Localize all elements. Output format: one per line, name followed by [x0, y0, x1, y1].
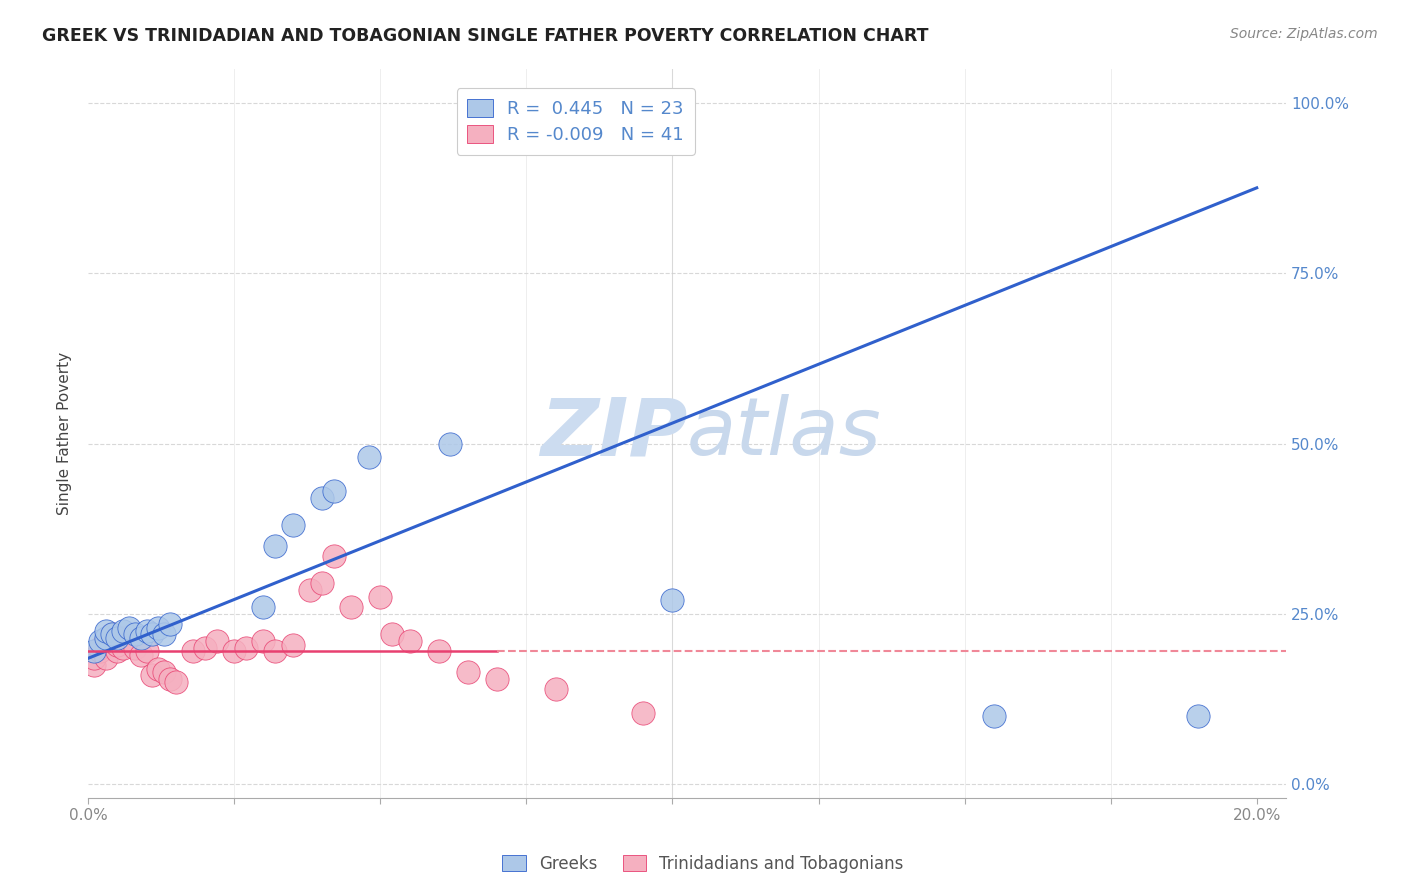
Point	[398, 634, 420, 648]
Text: Source: ZipAtlas.com: Source: ZipAtlas.com	[1230, 27, 1378, 41]
Point	[281, 518, 304, 533]
Point	[427, 644, 450, 658]
Point	[159, 672, 181, 686]
Point	[105, 644, 128, 658]
Point	[118, 634, 141, 648]
Text: atlas: atlas	[688, 394, 882, 472]
Point	[148, 621, 170, 635]
Point	[112, 641, 135, 656]
Point	[252, 600, 274, 615]
Point	[311, 576, 333, 591]
Point	[83, 658, 105, 673]
Point	[94, 624, 117, 638]
Point	[322, 549, 344, 563]
Point	[631, 706, 654, 720]
Point	[100, 627, 122, 641]
Point	[281, 638, 304, 652]
Point	[194, 641, 217, 656]
Point	[486, 672, 509, 686]
Point	[264, 644, 287, 658]
Point	[100, 627, 122, 641]
Point	[153, 627, 176, 641]
Point	[89, 641, 111, 656]
Point	[159, 617, 181, 632]
Point	[357, 450, 380, 465]
Point	[264, 539, 287, 553]
Point	[118, 621, 141, 635]
Point	[124, 641, 146, 656]
Point	[129, 648, 152, 662]
Point	[83, 644, 105, 658]
Point	[94, 631, 117, 645]
Point	[83, 651, 105, 665]
Point	[368, 590, 391, 604]
Point	[457, 665, 479, 679]
Point	[661, 593, 683, 607]
Text: ZIP: ZIP	[540, 394, 688, 472]
Point	[112, 631, 135, 645]
Point	[252, 634, 274, 648]
Y-axis label: Single Father Poverty: Single Father Poverty	[58, 351, 72, 515]
Point	[141, 627, 163, 641]
Point	[299, 583, 322, 598]
Point	[224, 644, 246, 658]
Point	[94, 638, 117, 652]
Point	[205, 634, 228, 648]
Point	[135, 624, 157, 638]
Point	[983, 709, 1005, 723]
Point	[153, 665, 176, 679]
Point	[112, 624, 135, 638]
Point	[141, 668, 163, 682]
Text: GREEK VS TRINIDADIAN AND TOBAGONIAN SINGLE FATHER POVERTY CORRELATION CHART: GREEK VS TRINIDADIAN AND TOBAGONIAN SING…	[42, 27, 929, 45]
Point	[381, 627, 404, 641]
Point	[235, 641, 257, 656]
Point	[94, 651, 117, 665]
Point	[105, 638, 128, 652]
Point	[89, 634, 111, 648]
Point	[439, 436, 461, 450]
Point	[135, 644, 157, 658]
Point	[89, 644, 111, 658]
Point	[183, 644, 205, 658]
Point	[105, 631, 128, 645]
Point	[148, 661, 170, 675]
Point	[129, 631, 152, 645]
Point	[311, 491, 333, 505]
Point	[1187, 709, 1209, 723]
Point	[322, 484, 344, 499]
Legend: R =  0.445   N = 23, R = -0.009   N = 41: R = 0.445 N = 23, R = -0.009 N = 41	[457, 88, 695, 155]
Point	[340, 600, 363, 615]
Point	[165, 675, 187, 690]
Point	[544, 681, 567, 696]
Point	[100, 634, 122, 648]
Point	[124, 627, 146, 641]
Legend: Greeks, Trinidadians and Tobagonians: Greeks, Trinidadians and Tobagonians	[496, 848, 910, 880]
